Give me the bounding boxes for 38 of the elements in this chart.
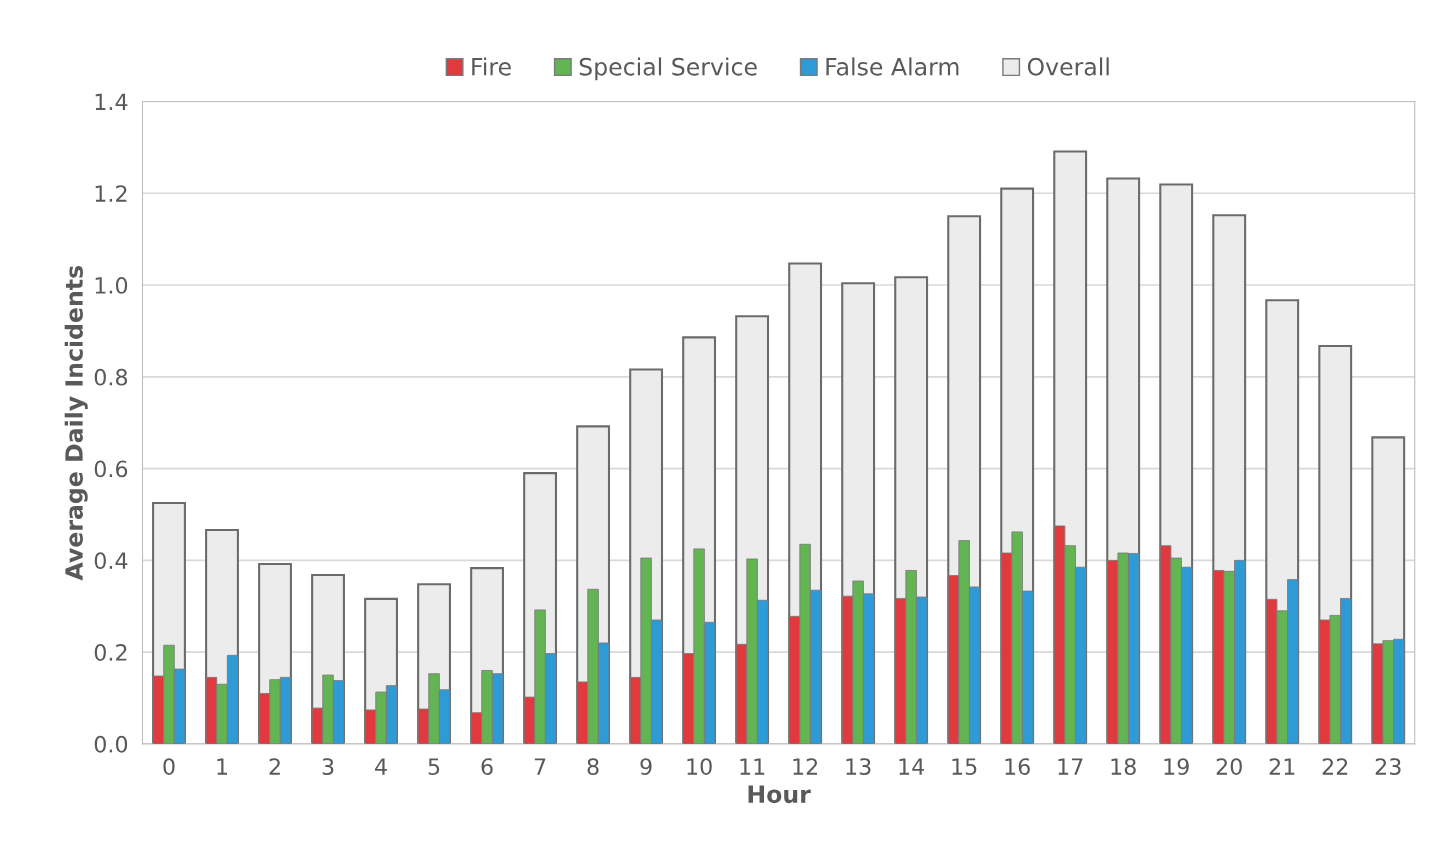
x-tick-label: 7 bbox=[534, 758, 546, 775]
x-tick-label: 6 bbox=[481, 758, 493, 775]
x-tick-label: 14 bbox=[899, 758, 925, 775]
y-tick-label: 1.0 bbox=[95, 276, 128, 294]
x-tick-label: 16 bbox=[1005, 758, 1030, 775]
x-tick-label: 13 bbox=[846, 758, 871, 775]
x-tick-label: 23 bbox=[1375, 758, 1401, 775]
y-tick-label: 0.0 bbox=[94, 735, 128, 753]
legend-label: Fire bbox=[472, 57, 511, 76]
x-tick-label: 11 bbox=[740, 758, 765, 775]
x-tick-label: 0 bbox=[163, 758, 175, 775]
y-axis-title: Average Daily Incidents bbox=[64, 266, 88, 581]
x-tick-label: 10 bbox=[687, 758, 712, 775]
y-tick-label: 0.6 bbox=[94, 460, 128, 478]
x-tick-label: 12 bbox=[793, 758, 818, 775]
x-tick-label: 1 bbox=[217, 758, 228, 775]
x-tick-label: 5 bbox=[428, 758, 440, 775]
x-tick-label: 19 bbox=[1164, 758, 1189, 775]
x-tick-label: 8 bbox=[587, 758, 599, 775]
x-tick-label: 20 bbox=[1216, 758, 1242, 775]
y-tick-label: 0.4 bbox=[94, 552, 128, 570]
x-tick-label: 4 bbox=[375, 758, 387, 775]
x-tick-label: 9 bbox=[640, 758, 652, 775]
legend-label: Special Service bbox=[579, 57, 757, 81]
y-tick-label: 1.4 bbox=[95, 93, 128, 110]
x-tick-label: 21 bbox=[1269, 758, 1295, 775]
x-tick-label: 2 bbox=[269, 758, 280, 775]
x-tick-label: 22 bbox=[1322, 758, 1348, 775]
x-tick-label: 15 bbox=[952, 758, 977, 775]
y-tick-label: 1.2 bbox=[95, 185, 127, 202]
legend-label: Overall bbox=[1027, 57, 1109, 76]
y-tick-label: 0.8 bbox=[94, 368, 128, 386]
x-axis-title: Hour bbox=[748, 785, 811, 804]
y-tick-label: 0.2 bbox=[94, 644, 127, 661]
x-tick-label: 17 bbox=[1058, 758, 1083, 775]
x-tick-label: 3 bbox=[322, 758, 334, 775]
x-tick-label: 18 bbox=[1111, 758, 1136, 775]
legend-label: False Alarm bbox=[826, 57, 959, 76]
